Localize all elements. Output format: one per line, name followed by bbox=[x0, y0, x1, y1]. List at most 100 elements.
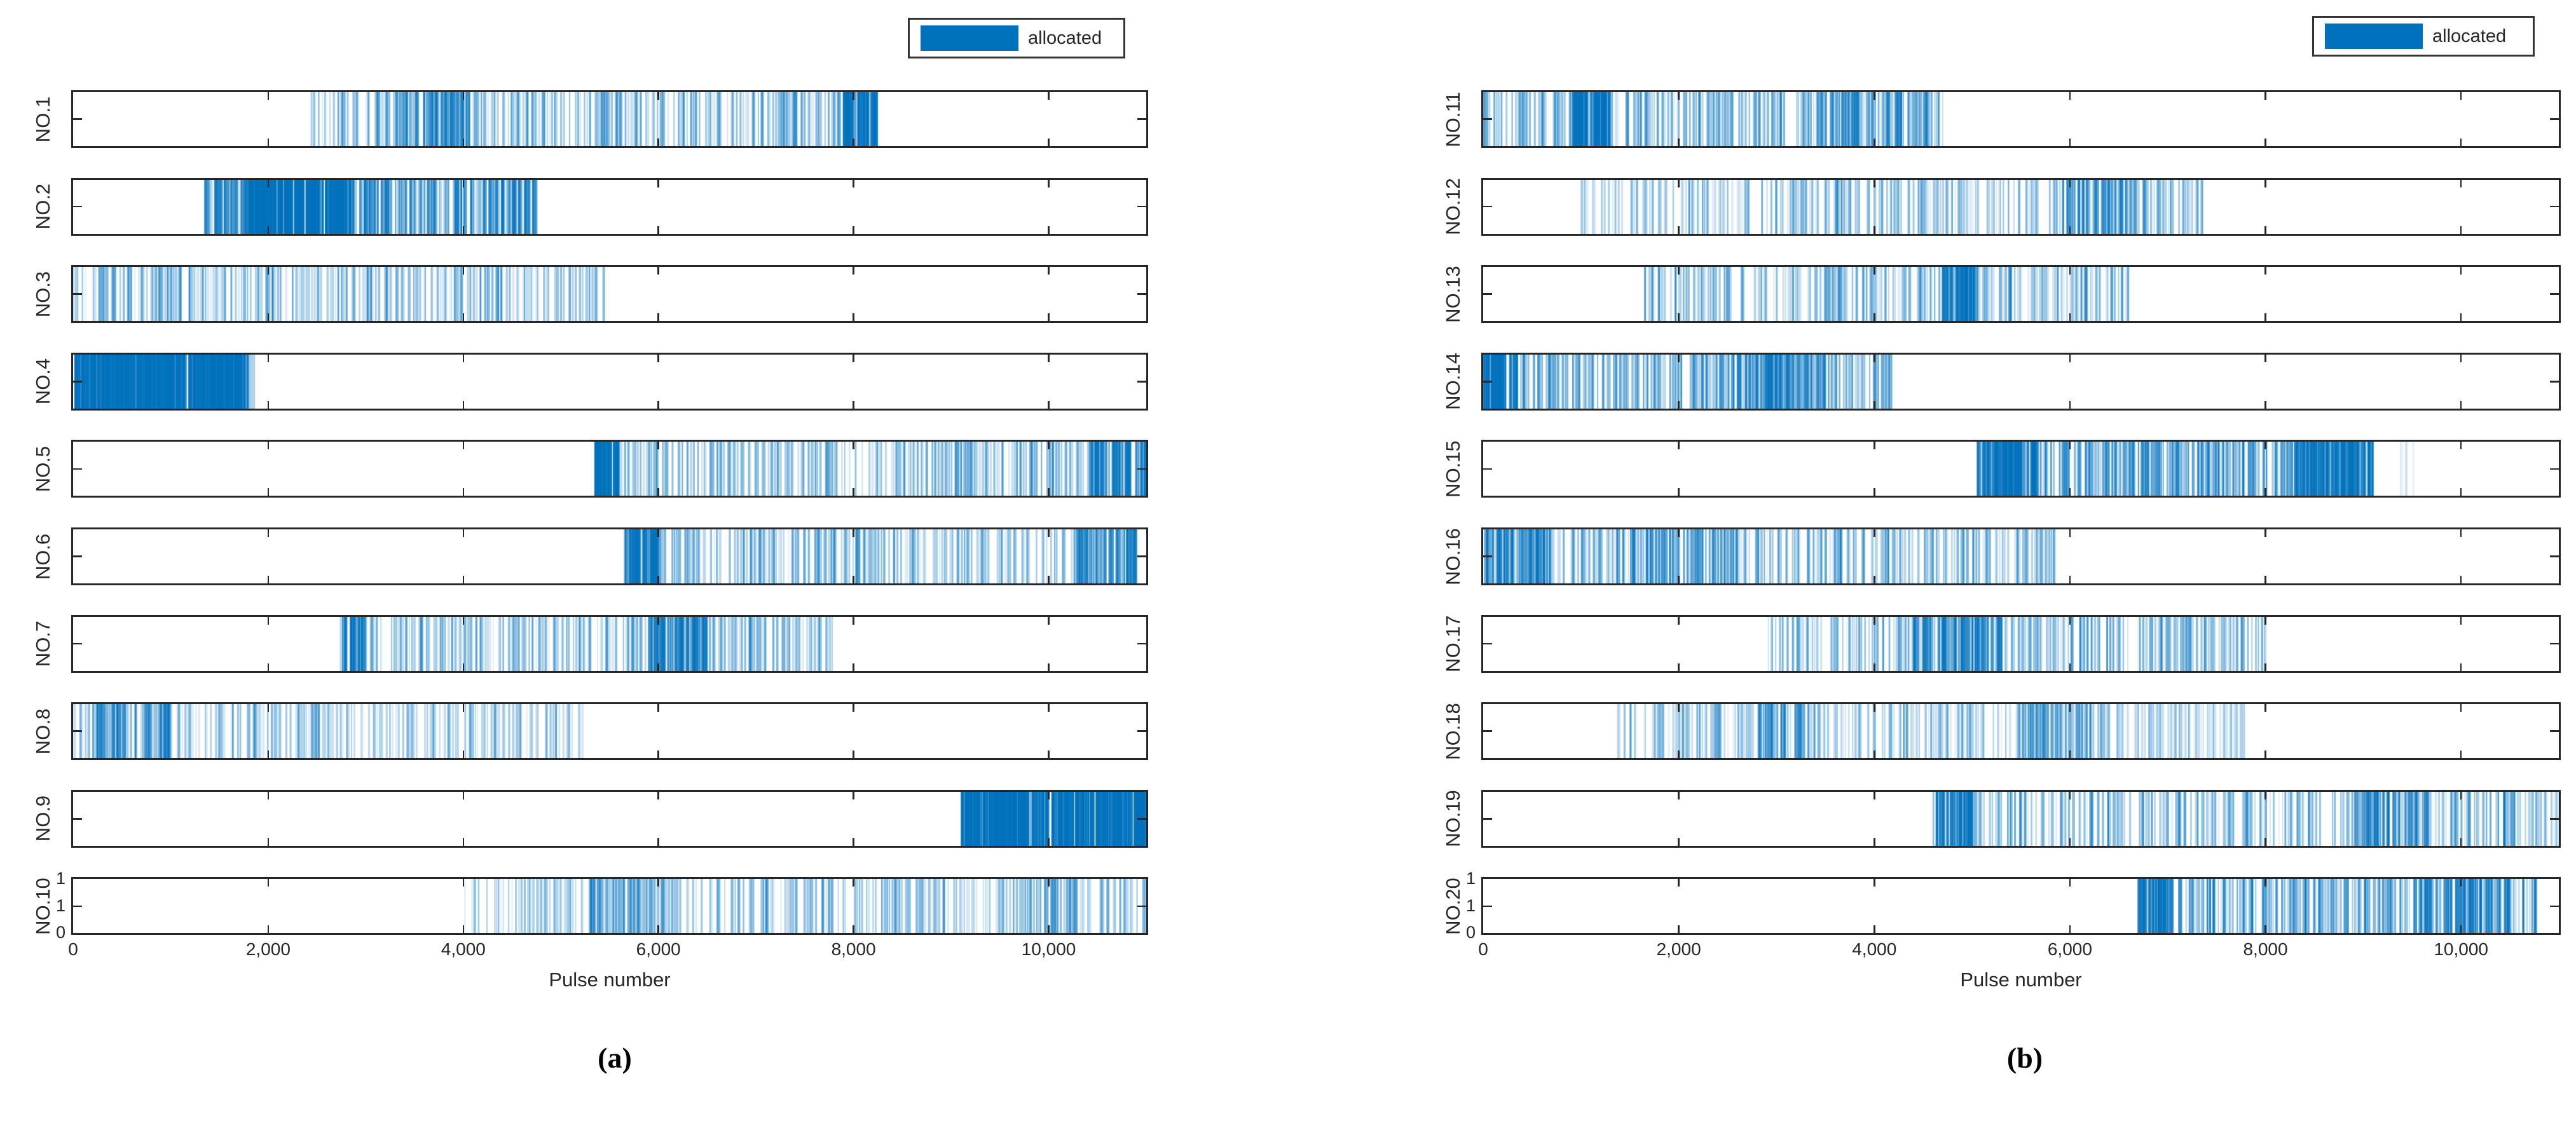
x-axis-tick bbox=[1048, 791, 1050, 799]
x-axis-tick bbox=[2264, 400, 2266, 409]
x-axis-tick bbox=[1678, 576, 1680, 583]
x-tick-label: 2,000 bbox=[1656, 939, 1701, 960]
x-axis-tick bbox=[1678, 925, 1680, 934]
y-axis-tick bbox=[73, 555, 82, 557]
x-axis-tick bbox=[462, 663, 465, 671]
allocated-swatch bbox=[921, 25, 1018, 51]
x-axis-tick bbox=[2460, 354, 2462, 362]
y-axis-tick bbox=[2550, 468, 2559, 470]
strip-axes-no-17 bbox=[1481, 615, 2561, 673]
x-axis-tick bbox=[2069, 226, 2071, 234]
y-tick-label: 1 bbox=[55, 895, 65, 915]
allocated-lines-canvas bbox=[73, 267, 1146, 322]
legend-label: allocated bbox=[1028, 27, 1102, 48]
allocated-lines-canvas bbox=[73, 529, 1146, 583]
x-axis-tick bbox=[1874, 139, 1875, 146]
x-axis-tick bbox=[1874, 313, 1875, 322]
x-axis-tick bbox=[2460, 400, 2462, 409]
x-axis-tick bbox=[1048, 267, 1050, 275]
strip-axes-no-18 bbox=[1481, 702, 2561, 761]
x-axis-tick bbox=[2460, 879, 2462, 887]
x-axis-tick bbox=[657, 179, 659, 187]
x-axis-tick bbox=[267, 704, 270, 712]
x-axis-tick bbox=[853, 400, 854, 409]
x-axis-tick bbox=[2069, 92, 2071, 100]
x-axis-tick bbox=[2069, 751, 2071, 759]
strip-axes-no-14 bbox=[1481, 352, 2561, 411]
x-axis-tick bbox=[2069, 879, 2071, 887]
y-axis-tick bbox=[1137, 905, 1146, 907]
strip-axes-no-1 bbox=[71, 90, 1148, 148]
y-axis-tick bbox=[73, 730, 82, 732]
y-axis-tick bbox=[73, 293, 82, 295]
strip-axes-no-4 bbox=[71, 352, 1148, 411]
legend-panel-b: allocated bbox=[2312, 16, 2535, 57]
x-axis-tick bbox=[2069, 838, 2071, 846]
x-axis-tick bbox=[1048, 354, 1050, 362]
y-tick-label: 0 bbox=[1465, 923, 1476, 942]
x-tick-label: 2,000 bbox=[245, 939, 291, 960]
y-axis-tick bbox=[1483, 381, 1492, 383]
x-axis-tick bbox=[2264, 879, 2266, 887]
x-axis-tick bbox=[1874, 529, 1875, 537]
x-axis-tick bbox=[1048, 400, 1050, 409]
x-axis-tick bbox=[1874, 488, 1875, 496]
x-axis-tick bbox=[657, 92, 659, 100]
x-axis-tick bbox=[2069, 400, 2071, 409]
allocated-lines-canvas bbox=[1483, 879, 2559, 934]
y-axis-tick bbox=[1137, 468, 1146, 470]
y-axis-tick bbox=[1483, 905, 1492, 907]
x-axis-tick bbox=[1678, 838, 1680, 846]
x-axis-tick bbox=[462, 791, 465, 799]
x-axis-tick bbox=[462, 529, 465, 537]
y-axis-tick bbox=[1137, 730, 1146, 732]
x-axis-tick bbox=[1678, 92, 1680, 100]
x-axis-tick bbox=[853, 267, 854, 275]
x-axis-tick bbox=[2069, 442, 2071, 450]
x-axis-tick bbox=[2460, 663, 2462, 671]
x-axis-tick bbox=[2069, 529, 2071, 537]
x-axis-tick bbox=[1874, 179, 1875, 187]
x-axis-tick bbox=[267, 529, 270, 537]
y-axis-tick bbox=[1137, 555, 1146, 557]
strip-label-no-9: NO.9 bbox=[32, 796, 54, 842]
x-axis-tick bbox=[2069, 663, 2071, 671]
x-axis-tick bbox=[1048, 529, 1050, 537]
allocated-lines-canvas bbox=[73, 616, 1146, 671]
y-axis-tick bbox=[1483, 642, 1492, 645]
x-tick-label: 0 bbox=[1478, 939, 1488, 960]
x-axis-tick bbox=[657, 879, 659, 887]
x-axis-tick bbox=[1874, 616, 1875, 625]
allocated-lines-canvas bbox=[73, 879, 1146, 934]
x-axis-tick bbox=[2264, 529, 2266, 537]
x-tick-label: 6,000 bbox=[2047, 939, 2092, 960]
strip-label-no-15: NO.15 bbox=[1442, 440, 1464, 498]
y-axis-tick bbox=[1483, 468, 1492, 470]
x-axis-tick bbox=[462, 925, 465, 934]
y-axis-tick bbox=[1483, 730, 1492, 732]
strip-label-no-1: NO.1 bbox=[32, 96, 54, 142]
x-axis-tick bbox=[462, 838, 465, 846]
x-axis-tick bbox=[1678, 400, 1680, 409]
x-axis-tick bbox=[462, 442, 465, 450]
x-axis-tick bbox=[2264, 442, 2266, 450]
x-axis-tick bbox=[853, 616, 854, 625]
caption-panel-b: (b) bbox=[2006, 1042, 2043, 1074]
allocated-lines-canvas bbox=[1483, 704, 2559, 759]
x-axis-tick bbox=[2264, 179, 2266, 187]
y-axis-tick bbox=[1483, 205, 1492, 208]
x-axis-tick bbox=[1048, 313, 1050, 322]
y-axis-tick bbox=[73, 381, 82, 383]
x-axis-tick bbox=[1874, 791, 1875, 799]
x-axis-tick bbox=[657, 576, 659, 583]
y-axis-tick bbox=[1483, 818, 1492, 820]
x-axis-tick bbox=[2460, 226, 2462, 234]
x-axis-tick bbox=[1048, 704, 1050, 712]
x-axis-tick bbox=[1678, 704, 1680, 712]
x-axis-tick bbox=[267, 313, 270, 322]
x-axis-tick bbox=[1874, 442, 1875, 450]
x-axis-tick bbox=[1048, 488, 1050, 496]
y-axis-tick bbox=[1137, 818, 1146, 820]
x-axis-tick bbox=[462, 139, 465, 146]
x-axis-tick bbox=[2264, 576, 2266, 583]
